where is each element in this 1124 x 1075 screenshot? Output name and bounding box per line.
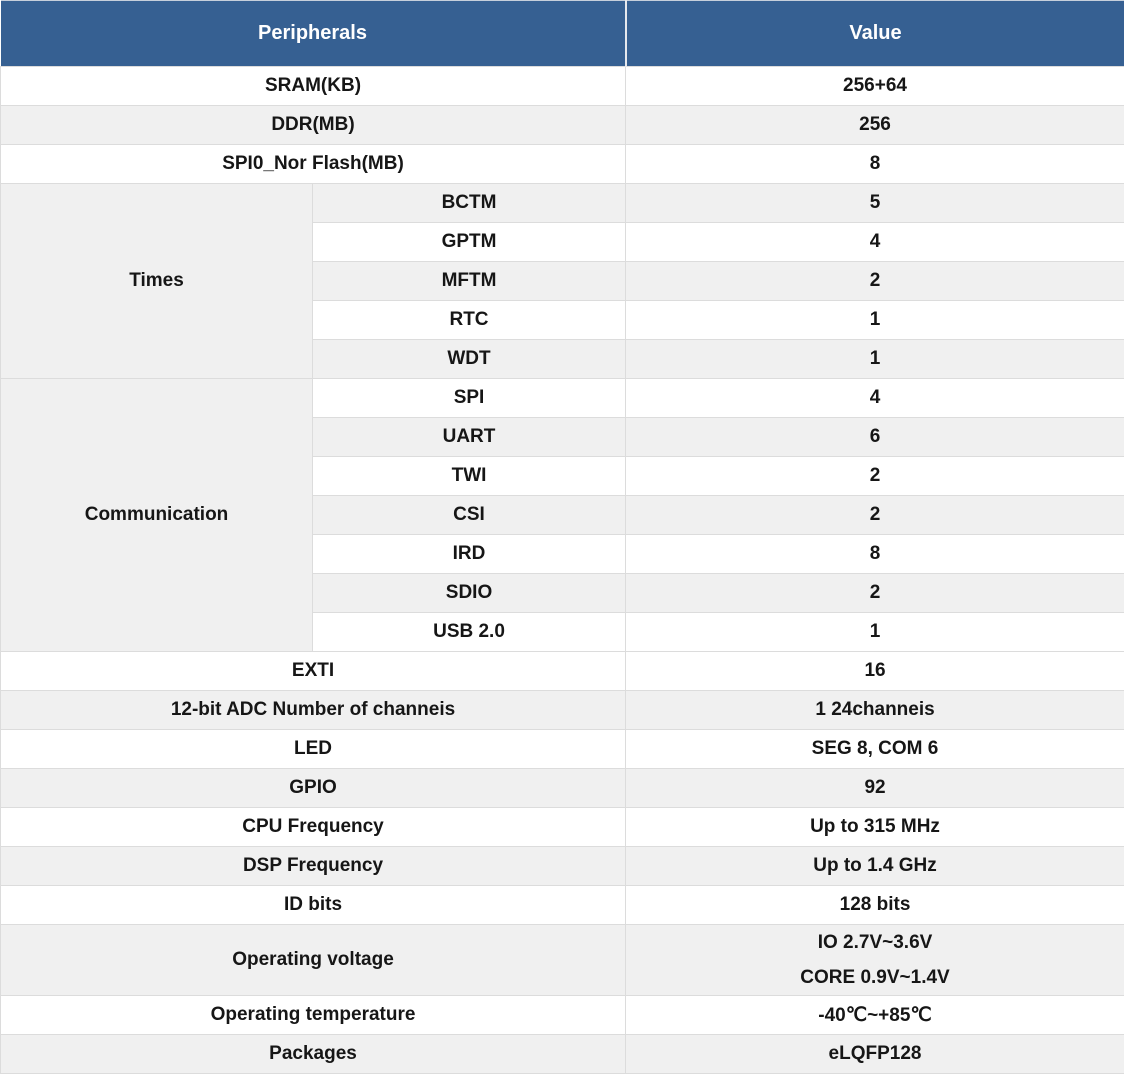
adc-value: 1 24channeis (625, 690, 1124, 730)
dsp-frequency-label: DSP Frequency (0, 846, 627, 886)
table-row: CSI 2 (1, 495, 1124, 535)
header-value: Value (624, 0, 1124, 67)
times-item-value: 1 (625, 300, 1124, 340)
communication-group-cell: Communication (0, 378, 313, 652)
times-item-label: GPTM (311, 222, 627, 262)
communication-item-value: 1 (625, 612, 1124, 652)
sram-value: 256+64 (625, 66, 1124, 106)
communication-item-value: 2 (625, 456, 1124, 496)
table-row: IRD 8 (1, 534, 1124, 574)
adc-label: 12-bit ADC Number of channeis (0, 690, 627, 730)
times-item-label: RTC (311, 300, 627, 340)
exti-value: 16 (625, 651, 1124, 691)
id-bits-value: 128 bits (625, 885, 1124, 925)
times-group-cell: Times (0, 183, 313, 379)
times-item-value: 4 (625, 222, 1124, 262)
exti-label: EXTI (0, 651, 627, 691)
communication-item-value: 2 (625, 573, 1124, 613)
table-row: TWI 2 (1, 456, 1124, 496)
packages-value: eLQFP128 (625, 1034, 1124, 1074)
table-row: WDT 1 (1, 339, 1124, 379)
table-row: GPIO 92 (0, 768, 1124, 808)
ddr-label: DDR(MB) (0, 105, 627, 145)
operating-voltage-core-line: CORE 0.9V~1.4V (800, 967, 950, 988)
table-row: DDR(MB) 256 (0, 105, 1124, 145)
communication-item-value: 2 (625, 495, 1124, 535)
times-item-value: 2 (625, 261, 1124, 301)
communication-item-label: SPI (311, 378, 627, 418)
communication-item-value: 8 (625, 534, 1124, 574)
operating-voltage-value: IO 2.7V~3.6V CORE 0.9V~1.4V (625, 924, 1124, 996)
header-peripherals: Peripherals (0, 0, 626, 67)
sram-label: SRAM(KB) (0, 66, 627, 106)
table-row: SDIO 2 (1, 573, 1124, 613)
table-row: MFTM 2 (1, 261, 1124, 301)
operating-temperature-value: -40℃~+85℃ (625, 995, 1124, 1035)
header-row: Peripherals Value (0, 0, 1124, 67)
communication-item-label: SDIO (311, 573, 627, 613)
table-row: 12-bit ADC Number of channeis 1 24channe… (0, 690, 1124, 730)
table-row: USB 2.0 1 (1, 612, 1124, 652)
spi0-nor-flash-label: SPI0_Nor Flash(MB) (0, 144, 627, 184)
gpio-value: 92 (625, 768, 1124, 808)
packages-label: Packages (0, 1034, 627, 1074)
table-row: Operating voltage IO 2.7V~3.6V CORE 0.9V… (0, 924, 1124, 996)
times-item-label: BCTM (311, 183, 627, 223)
communication-item-value: 4 (625, 378, 1124, 418)
table-row: EXTI 16 (0, 651, 1124, 691)
table-row: SRAM(KB) 256+64 (0, 66, 1124, 106)
communication-item-label: IRD (311, 534, 627, 574)
table-row: GPTM 4 (1, 222, 1124, 262)
cpu-frequency-label: CPU Frequency (0, 807, 627, 847)
led-label: LED (0, 729, 627, 769)
id-bits-label: ID bits (0, 885, 627, 925)
table-row: Communication SPI 4 (0, 378, 1124, 652)
table-row: DSP Frequency Up to 1.4 GHz (0, 846, 1124, 886)
table-row: ID bits 128 bits (0, 885, 1124, 925)
spi0-nor-flash-value: 8 (625, 144, 1124, 184)
table-row: Packages eLQFP128 (0, 1034, 1124, 1074)
table-row: UART 6 (1, 417, 1124, 457)
operating-voltage-label: Operating voltage (0, 924, 627, 996)
communication-item-value: 6 (625, 417, 1124, 457)
communication-item-label: USB 2.0 (311, 612, 627, 652)
table-row: Times BCTM 5 (0, 183, 1124, 379)
times-item-value: 5 (625, 183, 1124, 223)
communication-item-label: UART (311, 417, 627, 457)
table-row: CPU Frequency Up to 315 MHz (0, 807, 1124, 847)
cpu-frequency-value: Up to 315 MHz (625, 807, 1124, 847)
operating-voltage-io-line: IO 2.7V~3.6V (817, 932, 933, 953)
times-item-value: 1 (625, 339, 1124, 379)
communication-item-label: TWI (311, 456, 627, 496)
led-value: SEG 8, COM 6 (625, 729, 1124, 769)
dsp-frequency-value: Up to 1.4 GHz (625, 846, 1124, 886)
table-row: Operating temperature -40℃~+85℃ (0, 995, 1124, 1035)
table-row: RTC 1 (1, 300, 1124, 340)
operating-temperature-label: Operating temperature (0, 995, 627, 1035)
times-item-label: WDT (311, 339, 627, 379)
ddr-value: 256 (625, 105, 1124, 145)
times-item-label: MFTM (311, 261, 627, 301)
communication-item-label: CSI (311, 495, 627, 535)
table-row: LED SEG 8, COM 6 (0, 729, 1124, 769)
gpio-label: GPIO (0, 768, 627, 808)
table-row: SPI0_Nor Flash(MB) 8 (0, 144, 1124, 184)
